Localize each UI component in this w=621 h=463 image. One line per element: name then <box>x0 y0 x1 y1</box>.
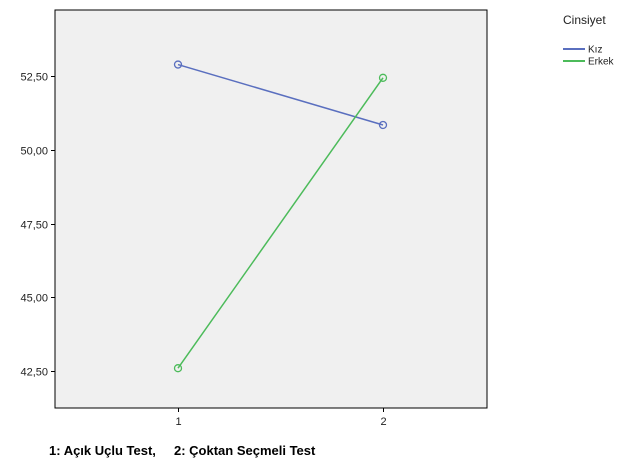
legend-title: Cinsiyet <box>563 13 606 27</box>
series-2-point <box>378 73 388 82</box>
series-2-point <box>173 364 183 373</box>
series-1-point <box>378 120 388 130</box>
series-1-line <box>177 63 384 126</box>
plot-area <box>54 9 488 409</box>
legend-label: Kız <box>588 45 602 56</box>
y-tick-label: 50,00 <box>20 146 48 158</box>
y-tick-label: 47,50 <box>20 220 48 232</box>
x-tick-label: 1 <box>175 416 181 428</box>
series-1-point <box>173 60 183 69</box>
series-lines <box>173 60 388 373</box>
legend-label: Erkek <box>588 57 615 68</box>
series-2-line <box>177 77 384 369</box>
x-axis-caption: 1: Açık Uçlu Test, 2: Çoktan Seçmeli Tes… <box>49 443 316 458</box>
y-axis: 42,50 45,00 47,50 50,00 52,50 <box>20 72 55 379</box>
x-tick-label: 2 <box>380 416 386 428</box>
y-tick-label: 42,50 <box>20 367 48 379</box>
y-tick-label: 52,50 <box>20 72 48 84</box>
y-tick-label: 45,00 <box>20 293 48 305</box>
